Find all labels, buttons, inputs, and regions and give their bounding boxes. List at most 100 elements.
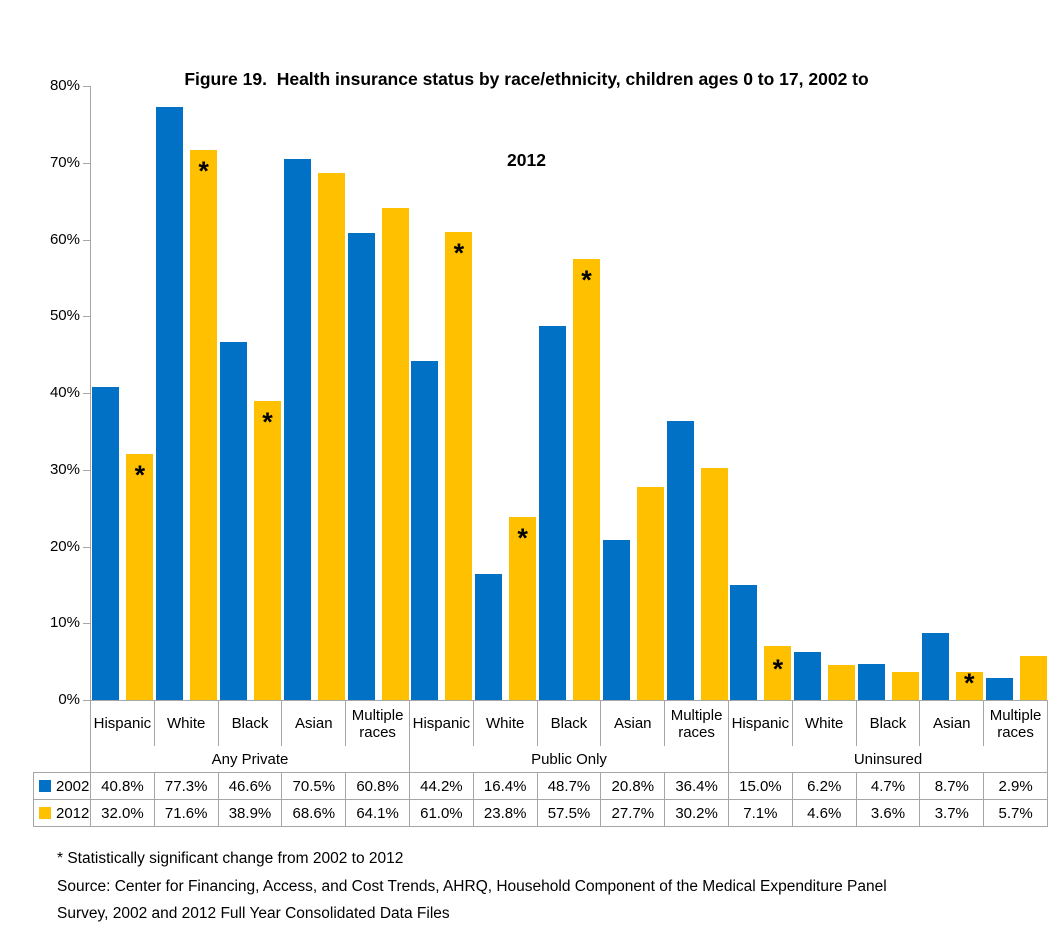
y-axis-label: 70%	[49, 153, 80, 171]
value-cell-2002: 20.8%	[601, 773, 666, 800]
y-axis-label: 0%	[58, 691, 80, 708]
category-axis: Hispanic White Black Asian Multiple races His…	[90, 701, 1048, 746]
value-cell-2012: 57.5%	[537, 800, 602, 827]
bar-pair	[346, 86, 410, 700]
category-label: Multiple races	[665, 701, 729, 746]
bar-2002	[921, 633, 949, 700]
group-label: Uninsured	[729, 746, 1048, 772]
bar-pair: *	[538, 86, 602, 700]
bar-2012: *	[126, 454, 154, 700]
bar-2012	[1019, 656, 1047, 700]
value-cell-2012: 38.9%	[218, 800, 283, 827]
value-cell-2012: 7.1%	[728, 800, 793, 827]
bar-2002	[283, 159, 311, 700]
value-cell-2002: 48.7%	[537, 773, 602, 800]
footnotes: * Statistically significant change from …	[57, 845, 887, 928]
category-label: White	[474, 701, 538, 746]
bar-pair: *	[410, 86, 474, 700]
value-cell-2002: 15.0%	[728, 773, 793, 800]
significance-asterisk: *	[517, 523, 528, 553]
bar-2012: *	[190, 150, 218, 700]
bar-2002	[538, 326, 566, 700]
chart-title-line1: Figure 19. Health insurance status by ra…	[184, 69, 869, 89]
y-axis-tick	[83, 393, 90, 394]
value-cell-2002: 44.2%	[409, 773, 474, 800]
legend-key-2012: 2012	[34, 800, 91, 827]
bar-pair	[793, 86, 857, 700]
bar-pair: *	[920, 86, 984, 700]
value-cell-2012: 64.1%	[346, 800, 410, 827]
value-cell-2012: 3.6%	[856, 800, 921, 827]
value-cell-2002: 36.4%	[665, 773, 729, 800]
category-label: Hispanic	[91, 701, 155, 746]
y-axis-tick	[83, 700, 90, 701]
bar-2012: *	[572, 259, 600, 700]
significance-asterisk: *	[581, 265, 592, 295]
bar-2002	[666, 421, 694, 700]
bar-pair: *	[155, 86, 219, 700]
value-cell-2002: 70.5%	[282, 773, 347, 800]
y-axis-tick	[83, 239, 90, 241]
significance-asterisk: *	[772, 654, 784, 685]
bar-pair: *	[91, 86, 155, 700]
category-label: Asian	[601, 701, 666, 746]
y-axis-tick	[83, 162, 90, 164]
y-axis-label: 10%	[49, 614, 80, 632]
value-cell-2012: 32.0%	[91, 800, 155, 827]
bar-2012: *	[764, 646, 792, 700]
value-cell-2002: 16.4%	[473, 773, 538, 800]
bar-2012	[891, 672, 919, 700]
plot-area: * * * * * * * *	[90, 86, 1048, 701]
bar-pair	[665, 86, 729, 700]
y-axis-tick	[83, 86, 90, 87]
source-note-line1: Source: Center for Financing, Access, an…	[57, 877, 887, 895]
bar-2002	[857, 664, 885, 700]
bar-2012	[381, 208, 409, 700]
bar-pair: *	[219, 86, 283, 700]
significance-asterisk: *	[134, 460, 146, 490]
y-axis-label: 40%	[49, 384, 80, 401]
bar-2012	[828, 665, 856, 700]
significance-asterisk: *	[963, 668, 975, 698]
bar-2002	[219, 342, 247, 700]
bar-pair	[857, 86, 921, 700]
bar-pair	[282, 86, 346, 700]
value-cell-2012: 30.2%	[665, 800, 729, 827]
category-label: Black	[219, 701, 283, 746]
category-label: White	[793, 701, 857, 746]
value-cell-2002: 77.3%	[154, 773, 219, 800]
value-cell-2012: 4.6%	[792, 800, 857, 827]
value-cell-2002: 60.8%	[346, 773, 410, 800]
source-note-line2: Survey, 2002 and 2012 Full Year Consolid…	[57, 905, 450, 922]
bar-pair: *	[474, 86, 538, 700]
value-cell-2002: 8.7%	[920, 773, 985, 800]
value-cell-2012: 68.6%	[282, 800, 347, 827]
significance-note: * Statistically significant change from …	[57, 850, 404, 867]
category-label: Multiple races	[984, 701, 1048, 746]
legend-label: 2002	[56, 777, 90, 795]
category-label: Hispanic	[410, 701, 474, 746]
y-axis-tick	[83, 469, 90, 471]
bar-2012	[317, 173, 345, 700]
bar-2012	[636, 487, 664, 700]
y-axis-tick	[83, 316, 90, 318]
value-cell-2002: 6.2%	[792, 773, 857, 800]
y-axis-label: 50%	[49, 307, 80, 325]
legend-label: 2012	[56, 804, 90, 822]
bar-2012: *	[445, 232, 473, 700]
value-cell-2012: 61.0%	[409, 800, 474, 827]
significance-asterisk: *	[262, 407, 273, 437]
bar-2012	[700, 468, 728, 700]
legend-swatch-2012	[39, 807, 51, 819]
legend-key-2002: 2002	[34, 773, 91, 800]
y-axis-label: 20%	[49, 537, 80, 555]
chart-title: Figure 19. Health insurance status by ra…	[0, 12, 1053, 228]
value-cell-2012: 27.7%	[601, 800, 666, 827]
y-axis-label: 30%	[49, 460, 80, 478]
significance-asterisk: *	[198, 156, 209, 186]
legend-swatch-2002	[39, 780, 51, 792]
value-cell-2002: 2.9%	[984, 773, 1048, 800]
category-label: Hispanic	[729, 701, 793, 746]
group-label: Any Private	[91, 746, 410, 772]
